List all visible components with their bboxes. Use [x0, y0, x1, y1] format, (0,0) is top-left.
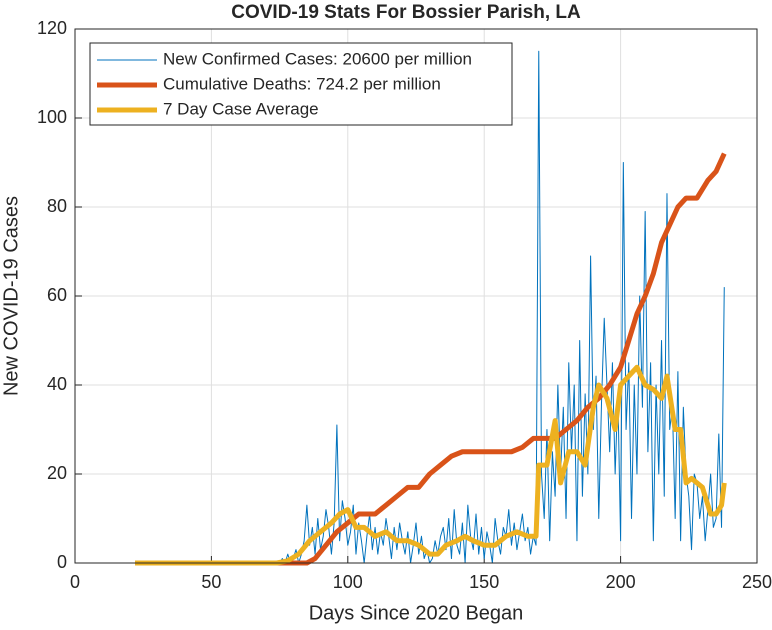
- series-line: [135, 152, 727, 566]
- x-tick-label: 200: [606, 572, 636, 592]
- x-tick-label: 250: [742, 572, 772, 592]
- x-tick-label: 50: [201, 572, 221, 592]
- x-axis-label: Days Since 2020 Began: [309, 602, 524, 624]
- legend-label: Cumulative Deaths: 724.2 per million: [163, 74, 441, 93]
- y-tick-label: 20: [47, 463, 67, 483]
- legend-label: New Confirmed Cases: 20600 per million: [163, 49, 472, 68]
- series-line: [135, 364, 727, 566]
- y-tick-label: 100: [37, 107, 67, 127]
- axes-box: [74, 28, 758, 564]
- y-tick-label: 120: [37, 18, 67, 38]
- y-tick-label: 60: [47, 285, 67, 305]
- y-tick-label: 0: [57, 552, 67, 572]
- x-tick-label: 100: [333, 572, 363, 592]
- y-axis-label: New COVID-19 Cases: [0, 196, 22, 396]
- x-tick-label: 150: [469, 572, 499, 592]
- y-tick-label: 40: [47, 374, 67, 394]
- series-line: [135, 50, 725, 564]
- x-tick-label: 0: [70, 572, 80, 592]
- y-tick-label: 80: [47, 196, 67, 216]
- legend-label: 7 Day Case Average: [163, 99, 319, 118]
- chart-title: COVID-19 Stats For Bossier Parish, LA: [231, 2, 581, 23]
- legend-box: [89, 42, 513, 126]
